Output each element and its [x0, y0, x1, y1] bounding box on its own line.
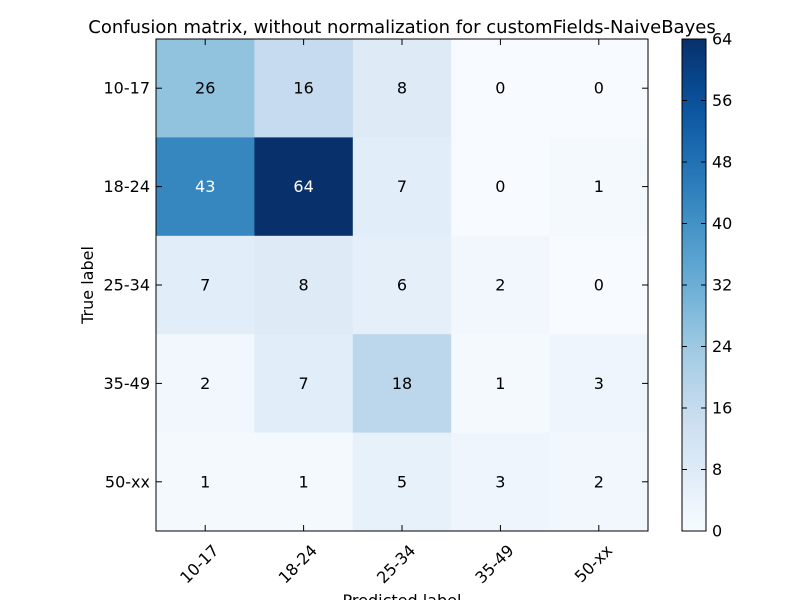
y-axis-ticks: 10-17 18-24 25-34 35-49 50-xx [104, 79, 648, 491]
colorbar-tick-label: 8 [712, 460, 722, 479]
x-tick-label: 35-49 [471, 541, 517, 587]
cell-value-label: 16 [293, 79, 313, 98]
cell-value-label: 8 [397, 79, 407, 98]
cell-value-label: 6 [397, 276, 407, 295]
cell-value-label: 7 [200, 276, 210, 295]
heatmap-cells [156, 39, 649, 532]
cell-value-label: 2 [200, 374, 210, 393]
heatmap-cell [254, 39, 354, 138]
heatmap-cell [156, 334, 255, 434]
cell-value-label: 18 [392, 374, 412, 393]
y-axis-label: True label [78, 246, 97, 325]
cell-value-label: 64 [293, 177, 313, 196]
colorbar-tick-label: 48 [712, 153, 732, 172]
cell-value-label: 0 [495, 79, 505, 98]
x-axis-label: Predicted label [343, 591, 462, 600]
cell-value-label: 1 [594, 177, 604, 196]
x-tick-label: 10-17 [176, 541, 222, 587]
cell-value-label: 43 [195, 177, 215, 196]
heatmap-cell [156, 432, 255, 532]
cell-value-label: 8 [299, 276, 309, 295]
y-tick-label: 35-49 [104, 374, 151, 393]
cell-value-label: 2 [594, 472, 604, 491]
cell-value-label: 2 [495, 276, 505, 295]
heatmap-cell [254, 235, 354, 335]
heatmap-cell [156, 137, 255, 237]
cell-value-label: 1 [299, 472, 309, 491]
chart-title: Confusion matrix, without normalization … [88, 17, 715, 38]
heatmap-cell [549, 39, 649, 138]
heatmap-cell [352, 137, 452, 237]
heatmap-cell [549, 334, 649, 434]
heatmap-cell [352, 235, 452, 335]
heatmap-cell [549, 432, 649, 532]
cell-value-label: 5 [397, 472, 407, 491]
heatmap-cell [451, 137, 551, 237]
heatmap-cell [549, 137, 649, 237]
heatmap-cell [254, 137, 354, 237]
heatmap-cell [156, 39, 255, 138]
cell-value-label: 0 [594, 79, 604, 98]
cell-value-label: 0 [495, 177, 505, 196]
y-tick-label: 18-24 [104, 177, 151, 196]
cell-value-label: 1 [495, 374, 505, 393]
cell-value-label: 26 [195, 79, 215, 98]
cell-value-label: 7 [299, 374, 309, 393]
cell-value-label: 3 [594, 374, 604, 393]
heatmap-cell [254, 334, 354, 434]
y-tick-label: 10-17 [104, 79, 151, 98]
x-tick-label: 18-24 [275, 541, 321, 587]
heatmap-cell [254, 432, 354, 532]
colorbar-ticks: 0 8 16 24 32 40 48 56 64 [682, 30, 732, 541]
y-tick-label: 50-xx [105, 472, 150, 491]
colorbar-tick-label: 64 [712, 30, 732, 49]
heatmap-cell [549, 235, 649, 335]
cell-value-label: 0 [594, 276, 604, 295]
heatmap-cell [451, 334, 551, 434]
cell-value-labels: 26 16 8 0 0 43 64 7 0 1 7 8 6 2 0 2 7 18 1 3 1 1 5 3 2 [195, 79, 604, 492]
heatmap-cell [156, 235, 255, 335]
cell-value-label: 3 [495, 472, 505, 491]
colorbar-tick-label: 24 [712, 337, 732, 356]
cell-value-label: 1 [200, 472, 210, 491]
colorbar-tick-label: 16 [712, 399, 732, 418]
y-tick-label: 25-34 [104, 276, 151, 295]
cell-value-label: 7 [397, 177, 407, 196]
heatmap-cell [352, 432, 452, 532]
heatmap-cell [352, 334, 452, 434]
colorbar-tick-label: 32 [712, 276, 732, 295]
heatmap-cell [352, 39, 452, 138]
heatmap-cell [451, 235, 551, 335]
heatmap-cell [451, 432, 551, 532]
x-tick-label: 50-xx [571, 541, 616, 586]
heatmap-cell [451, 39, 551, 138]
colorbar-tick-label: 40 [712, 214, 732, 233]
x-tick-label: 25-34 [373, 541, 419, 587]
colorbar-tick-label: 0 [712, 522, 722, 541]
colorbar-tick-label: 56 [712, 91, 732, 110]
